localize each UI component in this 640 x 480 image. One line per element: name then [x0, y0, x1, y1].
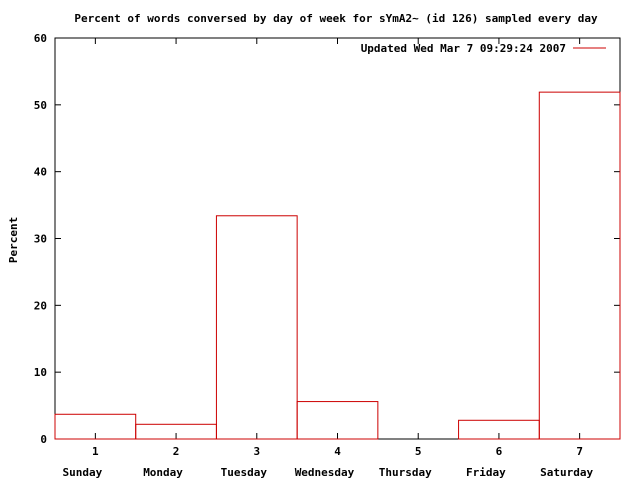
day-label-friday: Friday [466, 466, 506, 479]
legend-label: Updated Wed Mar 7 09:29:24 2007 [361, 42, 566, 55]
y-tick-label: 0 [40, 433, 47, 446]
y-tick-label: 40 [34, 166, 47, 179]
y-tick-label: 60 [34, 32, 47, 45]
day-label-tuesday: Tuesday [221, 466, 268, 479]
y-tick-label: 20 [34, 299, 47, 312]
x-tick-label: 7 [576, 445, 583, 458]
day-label-saturday: Saturday [540, 466, 593, 479]
x-tick-label: 1 [92, 445, 99, 458]
y-tick-label: 30 [34, 233, 47, 246]
chart-title: Percent of words conversed by day of wee… [74, 12, 598, 25]
bar-saturday [538, 91, 621, 440]
day-label-sunday: Sunday [62, 466, 102, 479]
y-axis-label: Percent [7, 217, 20, 263]
x-tick-label: 4 [334, 445, 341, 458]
y-tick-label: 50 [34, 99, 47, 112]
legend: Updated Wed Mar 7 09:29:24 2007 [361, 42, 606, 55]
x-tick-label: 6 [496, 445, 503, 458]
bar-wednesday [296, 401, 379, 440]
bar-tuesday [215, 215, 298, 440]
plot-frame [54, 37, 621, 440]
day-label-monday: Monday [143, 466, 183, 479]
day-label-thursday: Thursday [379, 466, 432, 479]
day-label-wednesday: Wednesday [295, 466, 355, 479]
x-tick-label: 2 [173, 445, 180, 458]
x-tick-label: 5 [415, 445, 422, 458]
y-tick-label: 10 [34, 366, 47, 379]
x-tick-label: 3 [253, 445, 260, 458]
